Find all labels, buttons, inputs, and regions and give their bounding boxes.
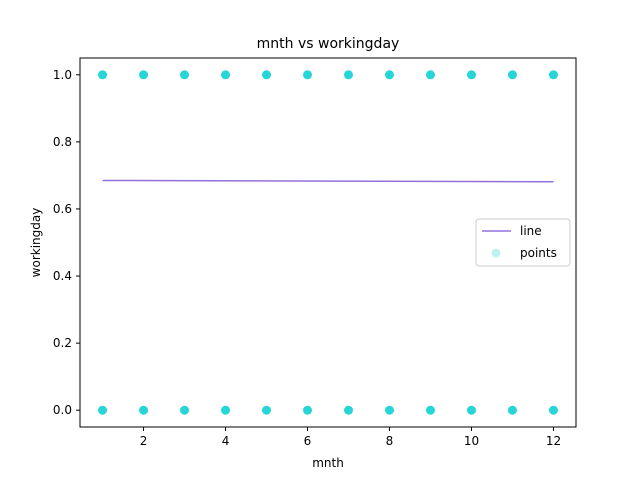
y-axis-ticks: 0.0 0.2 0.4 0.6 0.8 1.0 [53, 68, 80, 417]
x-tick-label: 10 [464, 434, 479, 448]
y-tick-label: 0.4 [53, 269, 72, 283]
scatter-point [180, 405, 190, 415]
scatter-point [221, 405, 231, 415]
x-tick-label: 8 [386, 434, 394, 448]
scatter-point [548, 405, 558, 415]
y-tick-label: 0.2 [53, 336, 72, 350]
legend-point-swatch [491, 248, 501, 258]
chart-title: mnth vs workingday [257, 36, 400, 52]
legend-label-points: points [520, 246, 557, 260]
scatter-point [139, 405, 149, 415]
scatter-point [98, 405, 108, 415]
scatter-point [425, 405, 435, 415]
legend: line points [475, 218, 571, 267]
x-tick-label: 4 [222, 434, 230, 448]
y-tick-label: 0.8 [53, 135, 72, 149]
data-layer [98, 70, 558, 415]
scatter-point [343, 70, 353, 80]
x-axis-label: mnth [312, 456, 344, 470]
plot-area [79, 57, 577, 428]
y-tick-label: 1.0 [53, 68, 72, 82]
scatter-point [98, 70, 108, 80]
x-tick-label: 2 [140, 434, 148, 448]
scatter-point [262, 70, 272, 80]
scatter-point [343, 405, 353, 415]
x-tick-label: 12 [546, 434, 561, 448]
scatter-point [548, 70, 558, 80]
scatter-point [303, 70, 313, 80]
scatter-point [221, 70, 231, 80]
scatter-point [180, 70, 190, 80]
y-tick-label: 0.6 [53, 202, 72, 216]
scatter-point [384, 405, 394, 415]
x-axis-ticks: 2 4 6 8 10 12 [140, 427, 561, 448]
scatter-point [466, 405, 476, 415]
x-tick-label: 6 [304, 434, 312, 448]
axes-frame [79, 57, 577, 428]
scatter-point [139, 70, 149, 80]
scatter-point [384, 70, 394, 80]
scatter-point [262, 405, 272, 415]
y-axis-label: workingday [29, 208, 43, 278]
scatter-point [466, 70, 476, 80]
legend-label-line: line [520, 224, 542, 238]
series-line [102, 179, 554, 183]
scatter-point [425, 70, 435, 80]
scatter-point [507, 405, 517, 415]
y-tick-label: 0.0 [53, 403, 72, 417]
scatter-point [303, 405, 313, 415]
scatter-point [507, 70, 517, 80]
